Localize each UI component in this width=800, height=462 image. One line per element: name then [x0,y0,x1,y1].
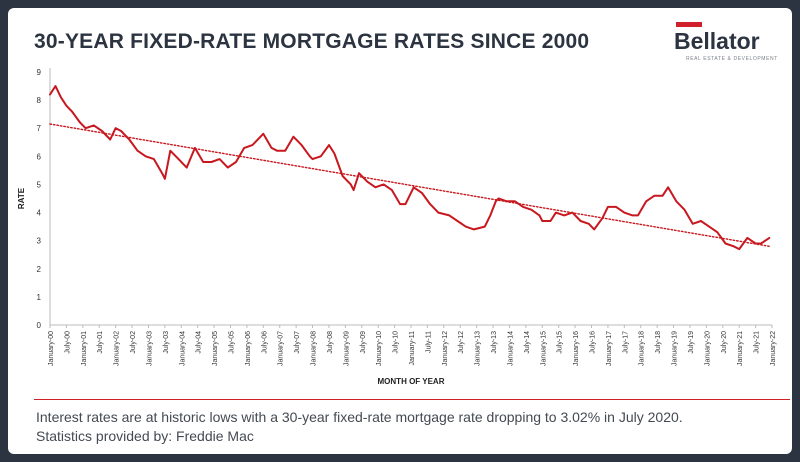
x-tick-label: January-13 [475,331,482,366]
trend-line [49,123,770,248]
x-tick-label: July-18 [655,331,662,354]
x-tick-label: January-03 [146,331,153,366]
x-tick-label: July-02 [130,331,137,354]
rate-series-line [49,85,771,251]
chart-title: 30-YEAR FIXED-RATE MORTGAGE RATES SINCE … [34,30,590,53]
x-tick-label: July-17 [622,331,629,354]
x-tick-label: January-21 [737,331,744,366]
x-tick-label: January-16 [573,331,580,366]
x-tick-label: January-22 [770,331,777,366]
x-tick-label: January-15 [540,331,547,366]
x-tick-label: July-09 [360,331,367,354]
x-tick-label: July-16 [590,331,597,354]
x-tick-label: July-21 [754,331,761,354]
x-tick-label: January-09 [343,331,350,366]
x-tick-label: July-20 [721,331,728,354]
x-tick-label: January-01 [81,331,88,366]
x-tick-label: January-02 [114,331,121,366]
y-tick-label: 0 [37,321,42,330]
x-tick-label: January-08 [311,331,318,366]
caption-line-2: Statistics provided by: Freddie Mac [36,428,254,444]
chart-card: 30-YEAR FIXED-RATE MORTGAGE RATES SINCE … [8,8,792,454]
y-tick-label: 2 [37,265,42,274]
x-tick-label: July-11 [425,331,432,353]
x-tick-label: January-20 [704,331,711,366]
mortgage-rate-chart: 0 1 2 3 4 5 6 7 8 9 January-00 July-00 January-01 Jul… [17,68,777,386]
x-tick-label: July-00 [64,331,71,354]
x-tick-label: January-04 [179,331,186,366]
x-tick-label: July-19 [688,331,695,354]
x-tick-label: July-13 [491,331,498,354]
bellator-logo: Bellator REAL ESTATE & DEVELOPMENT [672,18,782,68]
x-tick-label: July-08 [327,331,334,354]
x-tick-label: July-12 [458,331,465,354]
x-tick-label: January-07 [278,331,285,366]
logo-text: Bellator [674,28,760,54]
x-tick-label: January-00 [48,331,55,366]
logo-subtext: REAL ESTATE & DEVELOPMENT [686,56,778,62]
y-tick-label: 5 [37,180,42,189]
x-tick-label: January-05 [212,331,219,366]
x-tick-label: January-12 [442,331,449,366]
x-tick-label: January-18 [639,331,646,366]
x-tick-label: July-14 [524,331,531,354]
caption-divider [34,399,790,400]
x-tick-label: January-06 [245,331,252,366]
x-tick-label: July-06 [261,331,268,354]
y-tick-label: 1 [37,293,42,302]
caption: Interest rates are at historic lows with… [36,408,683,446]
x-tick-label: January-19 [672,331,679,366]
x-tick-label: July-15 [557,331,564,354]
y-tick-label: 3 [37,237,42,246]
logo-accent-bar [676,22,702,27]
x-tick-label: July-05 [229,331,236,354]
y-tick-label: 9 [37,68,42,77]
y-tick-label: 7 [37,124,42,133]
x-tick-label: January-17 [606,331,613,366]
x-tick-label: January-11 [409,331,416,366]
x-tick-label: January-14 [507,331,514,366]
y-tick-label: 6 [37,152,42,161]
x-tick-label: July-10 [393,331,400,354]
y-tick-label: 4 [37,209,42,218]
x-tick-label: January-10 [376,331,383,366]
x-tick-label: July-03 [163,331,170,354]
x-tick-label: July-07 [294,331,301,354]
y-axis-title: RATE [17,187,26,209]
x-axis-title: MONTH OF YEAR [378,377,445,386]
x-tick-label: July-04 [196,331,203,354]
y-tick-label: 8 [37,96,42,105]
caption-line-1: Interest rates are at historic lows with… [36,409,683,425]
x-tick-label: July-01 [97,331,104,354]
